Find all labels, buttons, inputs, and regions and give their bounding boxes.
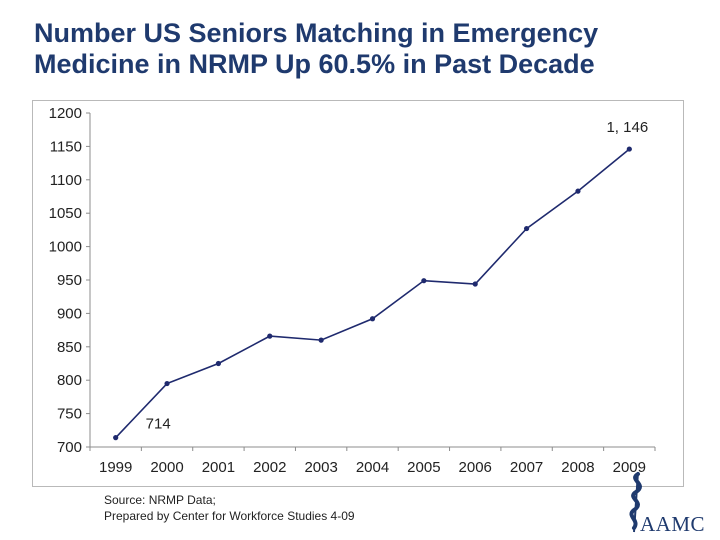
data-point [369,316,376,322]
data-point [113,435,119,441]
y-tick-label: 1050 [49,205,82,222]
chart-frame: 700 750 800 850 900 950 1000 1050 1100 1150 1200 19… [32,100,684,487]
x-tick-label: 2009 [613,459,646,476]
x-tick-label: 2002 [253,459,286,476]
y-tick-label: 1100 [50,172,82,189]
data-point [472,281,478,287]
x-tick-label: 2000 [150,459,183,476]
source-note: Source: NRMP Data; Prepared by Center fo… [104,492,355,524]
title-line-2: Medicine in NRMP Up 60.5% in Past Decade [34,49,595,79]
x-tick-label: 2004 [356,459,389,476]
data-point [421,278,427,284]
data-label: 714 [146,416,171,433]
x-tick-label: 2003 [304,459,337,476]
x-tick-label: 2008 [561,459,594,476]
y-tick-label: 800 [57,372,82,389]
x-tick-label: 2006 [459,459,492,476]
series-line [115,148,630,439]
x-tick-label: 2001 [202,459,235,476]
data-point [575,188,581,194]
data-point [523,225,530,232]
data-label: 1, 146 [606,119,648,136]
y-tick-label: 1200 [49,105,82,122]
y-tick-label: 950 [57,272,82,289]
x-tick-label: 1999 [99,459,132,476]
data-point [626,146,632,152]
data-point [318,337,324,343]
data-point [164,380,170,387]
line-chart: 700 750 800 850 900 950 1000 1050 1100 1150 1200 19… [49,105,656,476]
x-tick-label: 2005 [407,459,440,476]
y-tick-label: 850 [57,339,82,356]
data-point [267,333,273,339]
y-tick-label: 750 [57,406,82,423]
data-point [215,360,222,367]
y-tick-label: 700 [57,439,82,456]
y-tick-label: 900 [57,305,82,322]
source-line-2: Prepared by Center for Workforce Studies… [104,509,355,523]
aamc-logo-icon [629,471,642,533]
x-tick-label: 2007 [510,459,543,476]
aamc-logo-text: AAMC [640,512,706,536]
source-line-1: Source: NRMP Data; [104,493,216,507]
title-line-1: Number US Seniors Matching in Emergency [34,18,599,48]
y-tick-label: 1150 [50,138,82,155]
y-tick-label: 1000 [49,239,82,256]
page-title: Number US Seniors Matching in Emergency … [34,18,714,80]
